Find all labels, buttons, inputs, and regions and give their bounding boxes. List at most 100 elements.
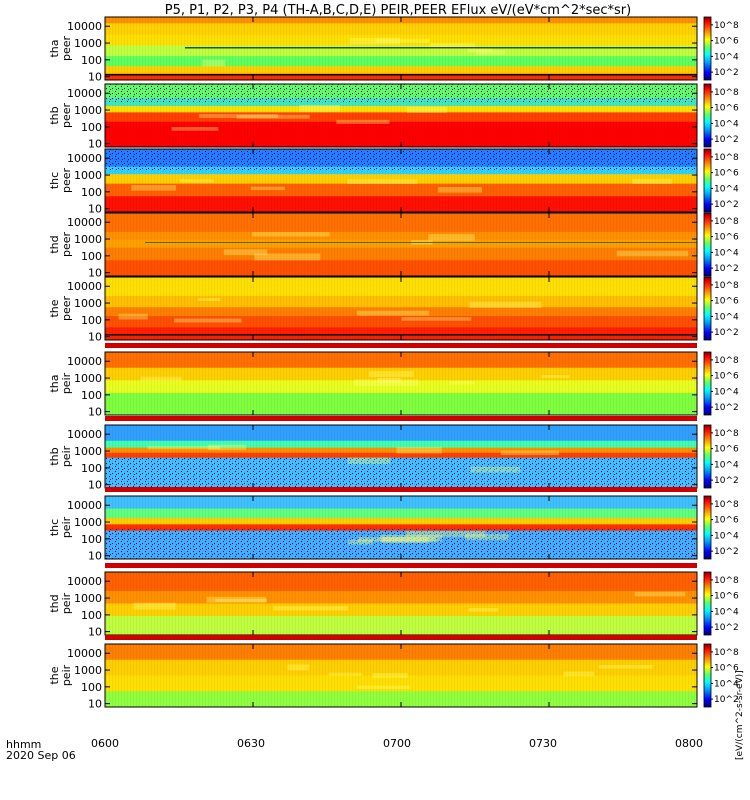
y-tick-label: 10000 [67,20,102,33]
panel: 10 100 1000 10000 the peir 10^2 10^4 10^6 10^8 [48,635,739,711]
heatmap-feature [347,457,391,465]
heatmap-feature [632,178,672,184]
y-tick-label: 100 [81,121,102,134]
colorbar-tick-label: 10^8 [714,153,739,163]
heatmap-feature [368,371,414,378]
y-tick-label: 100 [81,389,102,402]
heatmap-speckle [105,457,697,488]
y-tick-label: 10 [88,698,102,711]
x-tick-label: 0700 [383,737,411,750]
colorbar-tick-label: 10^6 [714,664,739,674]
heatmap-feature [207,444,247,451]
colorbar-tick-label: 10^4 [714,679,739,689]
panel: 10 100 1000 10000 tha peir 10^2 10^4 10^6 10^8 [48,343,739,419]
y-tick-label: 10 [88,138,102,151]
heatmap-trace [145,242,697,243]
y-tick-label: 1000 [74,664,102,677]
heatmap-feature [500,450,560,456]
colorbar [703,83,712,148]
y-tick-label: 10000 [67,428,102,441]
y-tick-label: 10 [88,331,102,344]
colorbar-tick-label: 10^6 [714,104,739,114]
heatmap-trace [185,47,697,49]
heatmap-texture [105,352,697,415]
probe-label: tha [48,374,61,392]
heatmap-feature [348,539,373,545]
species-label: peir [60,516,73,538]
y-tick-label: 10 [88,267,102,280]
heatmap-feature [171,126,219,131]
panel: 10 100 1000 10000 thd peer 10^2 10^4 10^6 10^8 [48,212,739,280]
heatmap-feature [147,445,221,450]
heatmap-feature [449,381,475,385]
colorbar-tick-label: 10^2 [714,476,739,486]
colorbar-tick-label: 10^6 [714,445,739,455]
heatmap-feature [174,318,242,323]
colorbar-tick-label: 10^2 [714,264,739,274]
y-tick-label: 10000 [67,280,102,293]
panel: 10 100 1000 10000 thd peir 10^2 10^4 10^6 10^8 [48,563,739,639]
species-label: peir [60,445,73,467]
heatmap-feature [401,317,472,321]
y-tick-label: 100 [81,609,102,622]
species-label: peer [60,36,73,62]
species-label: peer [60,232,73,258]
colorbar-tick-label: 10^6 [714,592,739,602]
panel-header-stripe [105,343,697,348]
colorbar [703,571,712,636]
colorbar-tick-label: 10^4 [714,607,739,617]
heatmap-feature [236,114,310,119]
colorbar-tick-label: 10^4 [714,184,739,194]
probe-label: the [48,299,61,317]
y-tick-label: 10000 [67,87,102,100]
heatmap-feature [215,598,268,602]
colorbar-tick-label: 10^4 [714,387,739,397]
heatmap-texture [105,644,697,707]
y-tick-label: 1000 [74,445,102,458]
panel: 10 100 1000 10000 thb peer 10^2 10^4 10^6 10^8 [48,83,739,151]
heatmap-feature [541,375,570,379]
colorbar [703,643,712,708]
colorbar-tick-label: 10^8 [714,356,739,366]
y-tick-label: 10 [88,71,102,84]
colorbar [703,148,712,213]
heatmap-feature [299,104,341,112]
y-tick-label: 100 [81,250,102,263]
y-tick-label: 10000 [67,355,102,368]
probe-label: the [48,666,61,684]
heatmap-feature [140,376,182,381]
heatmap-feature [467,48,493,53]
y-tick-label: 1000 [74,372,102,385]
heatmap-texture [105,572,697,635]
heatmap-feature [199,114,279,119]
colorbar-tick-label: 10^2 [714,135,739,145]
spacecraft-potential-line [105,74,697,76]
heatmap-feature [287,664,310,671]
heatmap-feature [198,297,221,302]
y-tick-label: 1000 [74,592,102,605]
colorbar-tick-label: 10^8 [714,217,739,227]
species-label: peir [60,592,73,614]
panel-header-stripe [105,416,697,421]
colorbar-tick-label: 10^8 [714,500,739,510]
colorbar [703,424,712,489]
heatmap-feature [634,591,686,597]
y-tick-label: 100 [81,533,102,546]
heatmap-feature [133,602,176,610]
probe-label: thd [48,594,61,612]
heatmap-feature [375,38,430,43]
date-label: 2020 Sep 06 [6,749,76,762]
heatmap-feature [430,43,476,50]
x-tick-label: 0730 [529,737,557,750]
panel: 10 100 1000 10000 the peer 10^2 10^4 10^6 10^8 [48,276,739,344]
heatmap-feature [349,37,401,45]
x-axis: 0600 0630 0700 0730 0800 [91,737,703,750]
heatmap-feature [180,179,214,183]
figure-title: P5, P1, P2, P3, P4 (TH-A,B,C,D,E) PEIR,P… [165,3,631,18]
heatmap-feature [616,250,689,257]
heatmap-feature [437,187,482,193]
species-label: peir [60,372,73,394]
heatmap-feature [428,234,475,242]
y-tick-label: 100 [81,681,102,694]
